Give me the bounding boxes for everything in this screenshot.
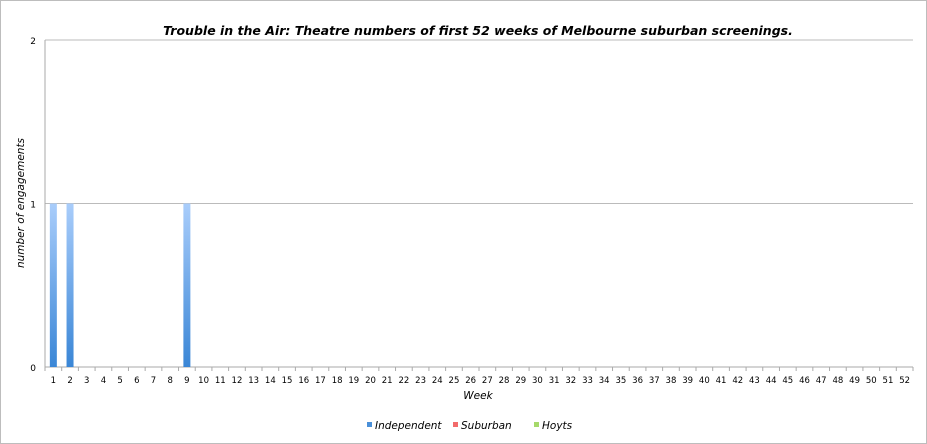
x-tick-label: 25 (449, 376, 460, 386)
x-tick-label: 26 (465, 376, 476, 386)
x-tick-label: 36 (632, 376, 643, 386)
x-tick-label: 21 (382, 376, 393, 386)
x-tick-label: 46 (799, 376, 810, 386)
x-tick-label: 13 (248, 376, 259, 386)
x-tick-label: 38 (666, 376, 677, 386)
bar-independent (49, 203, 57, 367)
bar-independent (66, 203, 74, 367)
x-tick-label: 31 (549, 376, 560, 386)
x-tick-label: 10 (198, 376, 209, 386)
legend-label: Hoyts (542, 420, 573, 432)
x-tick-label: 23 (415, 376, 426, 386)
x-tick-label: 49 (849, 376, 860, 386)
x-tick-label: 39 (682, 376, 693, 386)
x-tick-label: 27 (482, 376, 493, 386)
x-tick-label: 29 (515, 376, 526, 386)
bar-independent (183, 203, 191, 367)
x-tick-label: 16 (298, 376, 309, 386)
x-tick-label: 37 (649, 376, 660, 386)
x-tick-label: 47 (816, 376, 827, 386)
x-tick-label: 18 (332, 376, 343, 386)
x-tick-label: 7 (151, 376, 156, 386)
x-tick-label: 4 (101, 376, 106, 386)
x-tick-label: 40 (699, 376, 710, 386)
y-tick-label: 2 (30, 37, 36, 47)
x-tick-label: 19 (348, 376, 359, 386)
x-tick-label: 48 (832, 376, 843, 386)
x-tick-label: 3 (84, 376, 89, 386)
x-tick-label: 51 (883, 376, 894, 386)
x-tick-label: 9 (184, 376, 189, 386)
x-tick-label: 20 (365, 376, 376, 386)
x-tick-label: 43 (749, 376, 760, 386)
x-tick-label: 8 (167, 376, 172, 386)
x-tick-label: 22 (398, 376, 409, 386)
legend-swatch-independent (367, 422, 372, 427)
x-tick-label: 32 (565, 376, 576, 386)
x-tick-label: 33 (582, 376, 593, 386)
x-tick-label: 17 (315, 376, 326, 386)
x-tick-label: 44 (766, 376, 777, 386)
legend-swatch-suburban (453, 422, 458, 427)
x-tick-label: 42 (732, 376, 743, 386)
y-axis-label: number of engagements (15, 137, 27, 268)
x-tick-label: 11 (215, 376, 226, 386)
x-tick-label: 34 (599, 376, 610, 386)
x-tick-label: 30 (532, 376, 543, 386)
x-tick-label: 1 (51, 376, 56, 386)
x-tick-label: 28 (499, 376, 510, 386)
x-tick-label: 41 (716, 376, 727, 386)
x-tick-label: 15 (282, 376, 293, 386)
x-tick-label: 52 (899, 376, 910, 386)
x-tick-label: 24 (432, 376, 443, 386)
y-tick-label: 1 (30, 201, 36, 211)
chart-title: Trouble in the Air: Theatre numbers of f… (163, 23, 793, 38)
y-tick-label: 0 (30, 364, 36, 374)
x-tick-label: 50 (866, 376, 877, 386)
x-tick-label: 35 (615, 376, 626, 386)
x-tick-label: 2 (67, 376, 72, 386)
x-tick-label: 14 (265, 376, 276, 386)
x-tick-label: 45 (782, 376, 793, 386)
legend-label: Suburban (461, 420, 512, 432)
legend-swatch-hoyts (534, 422, 539, 427)
x-tick-label: 12 (232, 376, 243, 386)
x-tick-label: 6 (134, 376, 139, 386)
legend-label: Independent (375, 420, 442, 432)
x-axis-label: Week (463, 390, 493, 402)
x-tick-label: 5 (117, 376, 122, 386)
